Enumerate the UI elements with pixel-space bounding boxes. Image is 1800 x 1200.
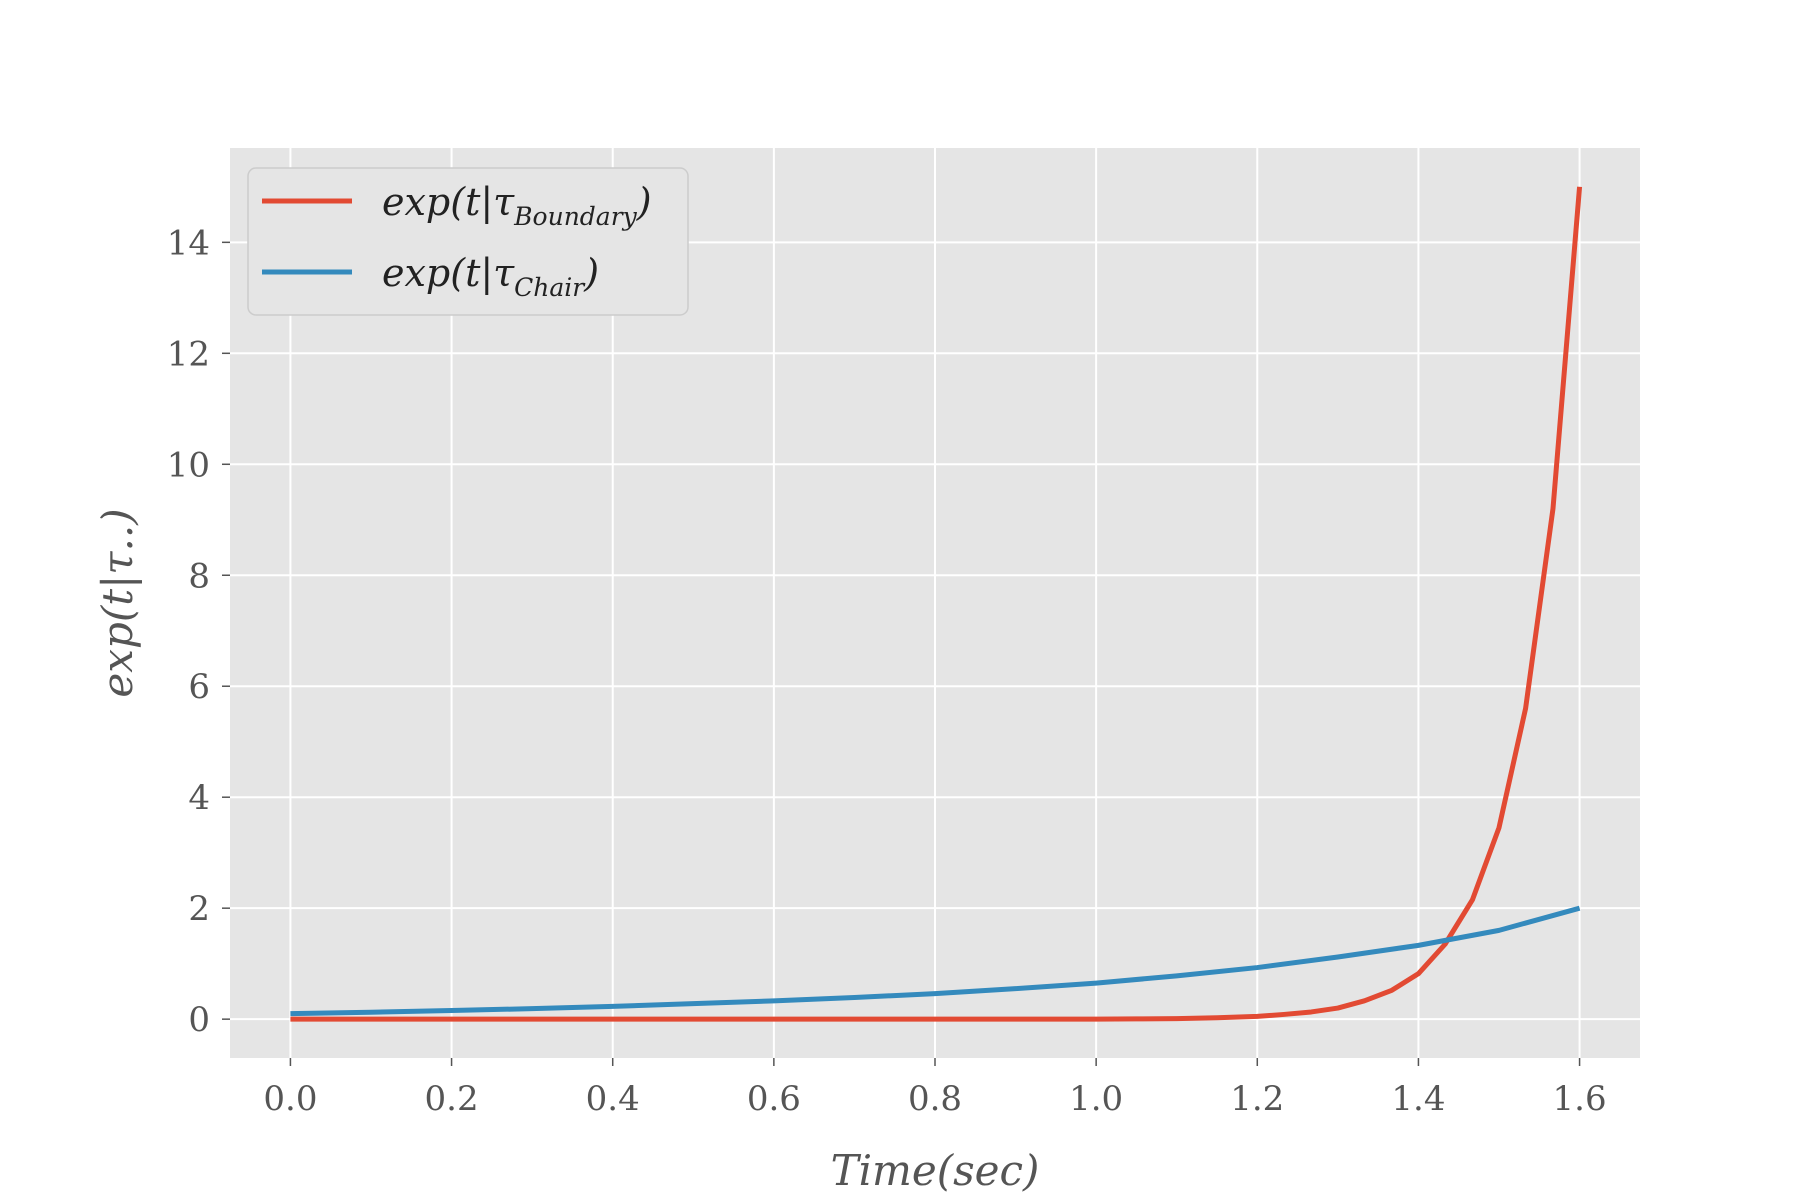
x-tick-label-7: 1.4 [1391, 1079, 1445, 1119]
legend: exp(t|τBoundary) exp(t|τChair) [247, 167, 689, 316]
series-line-boundary [290, 186, 1583, 1022]
y-tick-label-6: 12 [167, 334, 210, 374]
ticks-layer: 0.0 0.2 0.4 0.6 0.8 1.0 1.2 1.4 1.6 0 2 4 6 8 10 12 14 [167, 223, 1607, 1119]
series-layer [290, 186, 1583, 1022]
y-tick-label-7: 14 [167, 223, 210, 263]
y-tick-label-3: 6 [188, 667, 210, 707]
legend-label-chair-subscript: Chair [514, 273, 586, 302]
legend-label-boundary-close: ) [636, 180, 652, 224]
y-axis-label: exp(t|τ..) [93, 508, 142, 697]
legend-label-chair-close: ) [583, 251, 599, 295]
y-tick-label-0: 0 [188, 1000, 210, 1040]
x-tick-label-1: 0.2 [425, 1079, 479, 1119]
legend-label-boundary: exp(t|τBoundary) [382, 180, 652, 231]
legend-box [247, 167, 689, 316]
series-line-chair [290, 905, 1581, 1017]
x-tick-label-4: 0.8 [908, 1079, 962, 1119]
x-tick-label-2: 0.4 [586, 1079, 640, 1119]
y-tick-label-4: 8 [188, 556, 210, 596]
x-tick-label-3: 0.6 [747, 1079, 801, 1119]
legend-label-chair-main: exp(t|τ [382, 251, 515, 295]
legend-label-boundary-main: exp(t|τ [382, 180, 515, 224]
y-tick-label-1: 2 [188, 889, 210, 929]
legend-label-chair: exp(t|τChair) [382, 251, 599, 302]
y-tick-label-2: 4 [188, 778, 210, 818]
y-tick-label-5: 10 [167, 445, 210, 485]
x-axis-label: Time(sec) [831, 1146, 1040, 1195]
grid-layer [230, 148, 1640, 1058]
x-tick-label-6: 1.2 [1230, 1079, 1284, 1119]
x-tick-label-5: 1.0 [1069, 1079, 1123, 1119]
x-tick-label-0: 0.0 [263, 1079, 317, 1119]
x-tick-label-8: 1.6 [1553, 1079, 1607, 1119]
legend-label-boundary-subscript: Boundary [513, 202, 637, 231]
